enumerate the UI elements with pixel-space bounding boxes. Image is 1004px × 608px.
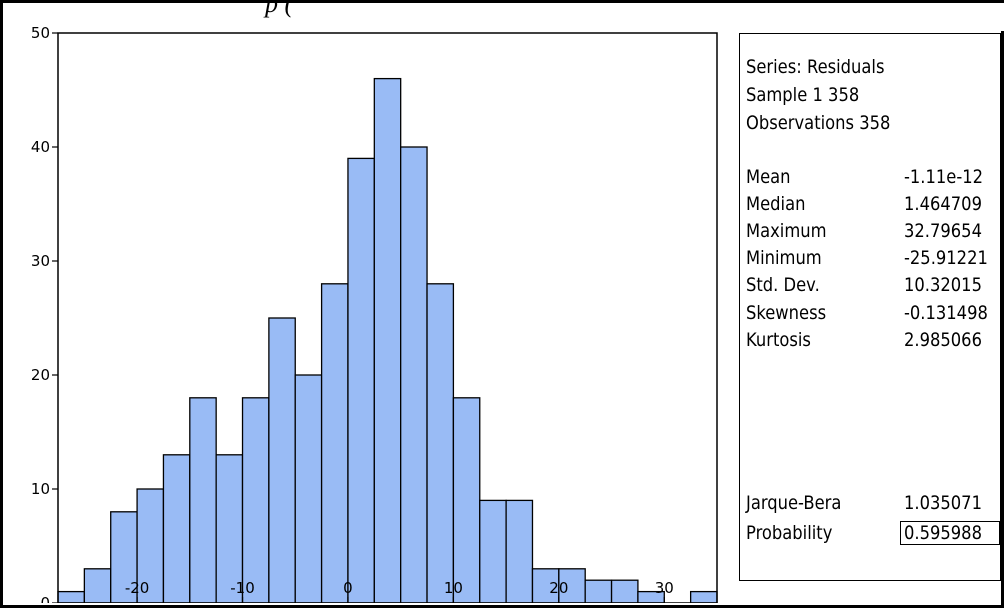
- series-line: Series: Residuals: [746, 56, 885, 78]
- stat-value-minimum: -25.91221: [904, 247, 988, 269]
- y-tick-label: 40: [31, 138, 50, 156]
- stat-name-kurtosis: Kurtosis: [746, 329, 811, 351]
- x-tick-label: 30: [655, 579, 674, 597]
- histogram-bar: [57, 590, 86, 603]
- y-tick-label: 10: [31, 480, 50, 498]
- x-tick-label: 0: [343, 579, 353, 597]
- plot-border: [57, 32, 718, 603]
- stat-name-median: Median: [746, 193, 806, 215]
- sample-line: Sample 1 358: [746, 84, 860, 106]
- histogram-bar: [347, 157, 375, 603]
- stat-name-minimum: Minimum: [746, 247, 822, 269]
- test-name-jarque-bera: Jarque-Bera: [746, 492, 842, 514]
- y-tick-label: 0: [40, 594, 50, 603]
- histogram-bar: [400, 146, 428, 603]
- stat-name-std-dev: Std. Dev.: [746, 274, 820, 296]
- histogram-bar: [320, 283, 349, 603]
- header-fragment: p (: [265, 3, 294, 18]
- stat-name-mean: Mean: [746, 166, 791, 188]
- histogram-bar: [689, 590, 718, 603]
- histogram-bar: [162, 454, 191, 603]
- histogram-bar: [294, 374, 323, 603]
- y-tick-label: 20: [31, 366, 50, 384]
- x-tick-label: -10: [230, 579, 255, 597]
- histogram-bar: [452, 397, 481, 603]
- stats-panel: Series: Residuals Sample 1 358 Observati…: [739, 33, 1001, 581]
- test-value-jarque-bera: 1.035071: [904, 492, 982, 514]
- histogram-bar: [83, 568, 112, 603]
- stat-value-kurtosis: 2.985066: [904, 329, 982, 351]
- histogram-bar: [584, 579, 613, 603]
- stat-value-mean: -1.11e-12: [904, 166, 984, 188]
- histogram-bar: [136, 488, 165, 603]
- stat-name-maximum: Maximum: [746, 220, 827, 242]
- observations-line: Observations 358: [746, 112, 891, 134]
- x-tick-label: -20: [125, 579, 150, 597]
- x-tick-label: 20: [549, 579, 568, 597]
- stat-name-skewness: Skewness: [746, 302, 827, 324]
- histogram-bar: [610, 579, 639, 603]
- y-tick-label: 30: [31, 252, 50, 270]
- histogram-bar: [241, 397, 270, 603]
- x-tick-label: 10: [444, 579, 463, 597]
- histogram-bar: [426, 283, 455, 603]
- stat-value-maximum: 32.79654: [904, 220, 982, 242]
- histogram-chart: 0 10 20 30 40 50 -20 -10 0 10 20 30: [31, 24, 718, 603]
- test-name-probability: Probability: [746, 522, 833, 544]
- test-value-probability: 0.595988: [904, 522, 982, 544]
- histogram-bar: [479, 499, 507, 603]
- stat-value-skewness: -0.131498: [904, 302, 988, 324]
- histogram-bar: [505, 499, 534, 603]
- probability-highlight-box: [900, 521, 1000, 545]
- stat-value-median: 1.464709: [904, 193, 982, 215]
- histogram-bar: [189, 397, 217, 603]
- y-tick-label: 50: [31, 24, 50, 42]
- stat-value-std-dev: 10.32015: [904, 274, 982, 296]
- histogram-bar: [373, 77, 402, 603]
- histogram-bar: [268, 317, 296, 603]
- header-strip: p (: [3, 3, 1004, 31]
